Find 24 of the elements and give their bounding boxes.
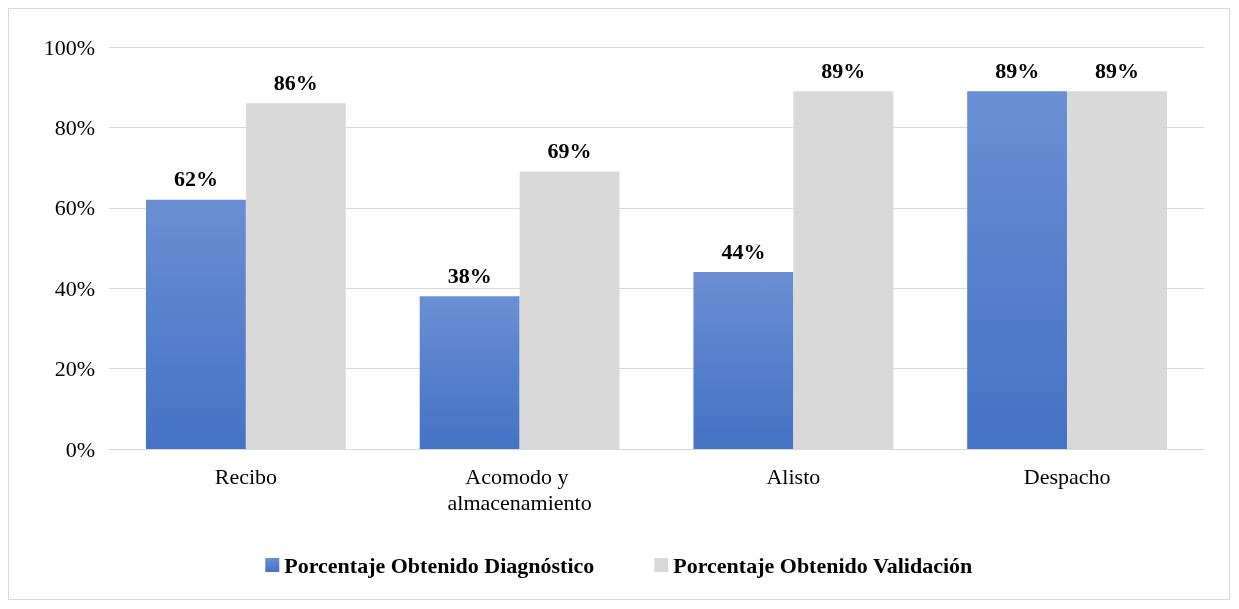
x-tick-label: Alisto [766, 463, 821, 489]
data-label: 89% [995, 57, 1040, 83]
legend-label: Porcentaje Obtenido Validación [673, 552, 973, 578]
y-tick-label: 60% [54, 195, 95, 221]
y-tick-label: 100% [43, 34, 95, 60]
x-tick-label: Recibo [214, 463, 278, 489]
x-tick-label: Despacho [1023, 463, 1111, 489]
data-label: 89% [1095, 57, 1140, 83]
legend-label: Porcentaje Obtenido Diagnóstico [284, 552, 595, 578]
data-label: 89% [821, 57, 866, 83]
data-label: 86% [273, 69, 318, 95]
x-tick-label: Acomodo y almacenamiento [447, 463, 592, 515]
bar [419, 296, 520, 449]
bar [967, 91, 1068, 449]
bar [693, 272, 794, 449]
y-tick-label: 80% [54, 114, 95, 140]
data-label: 38% [447, 262, 492, 288]
y-tick-label: 0% [65, 436, 95, 462]
bar [145, 199, 246, 449]
y-tick-label: 20% [54, 356, 95, 382]
data-label: 62% [173, 166, 218, 192]
data-label: 69% [547, 138, 592, 164]
y-tick-label: 40% [54, 275, 95, 301]
data-label: 44% [721, 238, 766, 264]
